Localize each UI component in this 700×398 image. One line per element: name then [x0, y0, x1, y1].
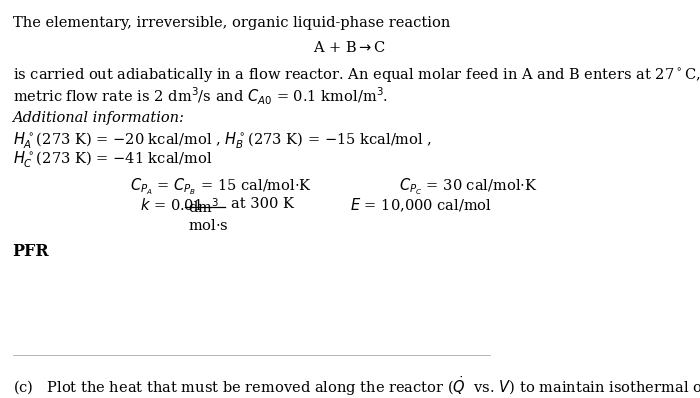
Text: PFR: PFR	[13, 243, 49, 260]
Text: $C_{P_C}$ = 30 cal/mol$\cdot$K: $C_{P_C}$ = 30 cal/mol$\cdot$K	[399, 176, 538, 197]
Text: (c)   Plot the heat that must be removed along the reactor ($\dot{Q}$  vs. $V$) : (c) Plot the heat that must be removed a…	[13, 374, 700, 398]
Text: $H_A^\circ$(273 K) = $-$20 kcal/mol , $H_B^\circ$(273 K) = $-$15 kcal/mol ,: $H_A^\circ$(273 K) = $-$20 kcal/mol , $H…	[13, 131, 432, 151]
Text: metric flow rate is 2 dm$^3$/s and $C_{A0}$ = 0.1 kmol/m$^3$.: metric flow rate is 2 dm$^3$/s and $C_{A…	[13, 86, 388, 107]
Text: dm$^3$: dm$^3$	[188, 197, 218, 216]
Text: $k$ = 0.01: $k$ = 0.01	[140, 197, 202, 213]
Text: mol$\cdot$s: mol$\cdot$s	[188, 218, 228, 233]
Text: $H_C^\circ$(273 K) = $-$41 kcal/mol: $H_C^\circ$(273 K) = $-$41 kcal/mol	[13, 149, 212, 170]
Text: at 300 K: at 300 K	[231, 197, 294, 211]
Text: The elementary, irreversible, organic liquid-phase reaction: The elementary, irreversible, organic li…	[13, 16, 450, 30]
Text: $E$ = 10,000 cal/mol: $E$ = 10,000 cal/mol	[350, 197, 492, 215]
Text: A + B$\rightarrow$C: A + B$\rightarrow$C	[314, 40, 386, 55]
Text: is carried out adiabatically in a flow reactor. An equal molar feed in A and B e: is carried out adiabatically in a flow r…	[13, 67, 700, 85]
Text: $C_{P_A}$ = $C_{P_B}$ = 15 cal/mol$\cdot$K: $C_{P_A}$ = $C_{P_B}$ = 15 cal/mol$\cdot…	[130, 176, 312, 197]
Text: Additional information:: Additional information:	[13, 111, 185, 125]
